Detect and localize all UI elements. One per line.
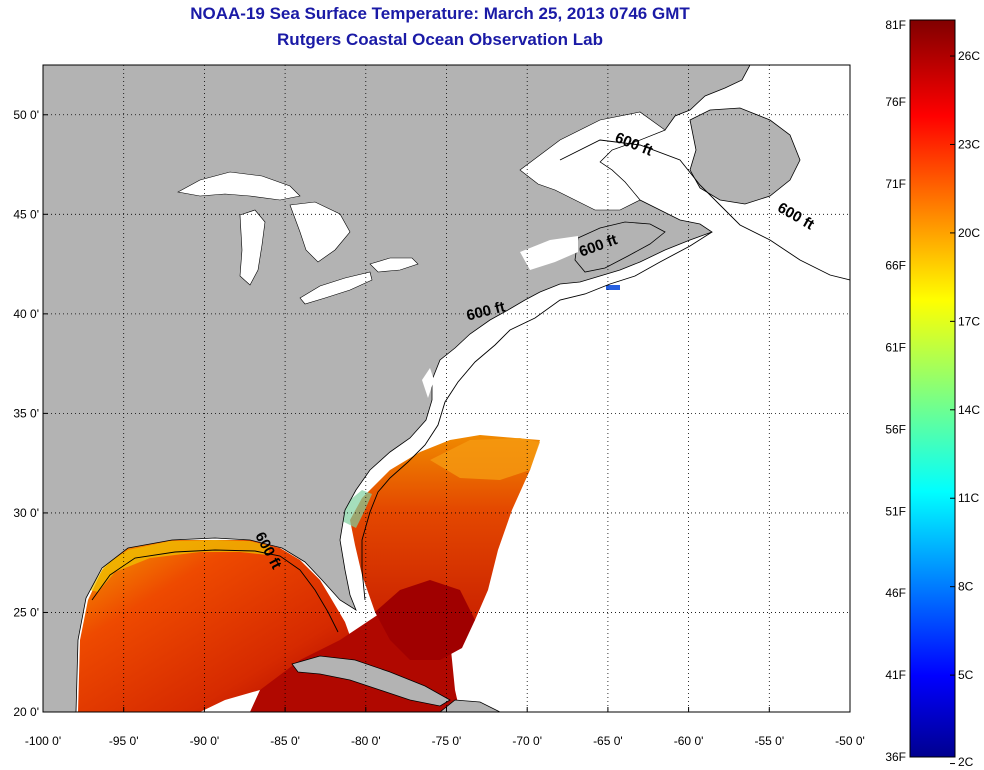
colorbar-c-label: 11C (958, 491, 979, 505)
colorbar-c-label: 14C (958, 403, 980, 417)
land-nova-scotia (574, 221, 666, 273)
lon-tick-label: -90 0' (190, 734, 220, 748)
isobath-600ft-shelf (361, 231, 713, 601)
colorbar-c-label: 17C (958, 314, 980, 328)
lat-tick-label: 25 0' (13, 605, 39, 619)
lon-tick-label: -75 0' (432, 734, 462, 748)
lon-tick-label: -55 0' (754, 734, 784, 748)
lon-tick-label: -60 0' (674, 734, 704, 748)
isobath-600ft-north (559, 139, 850, 281)
lake-erie (299, 271, 373, 305)
colorbar-c-label: 23C (958, 137, 980, 151)
lake-michigan (239, 209, 266, 286)
lat-tick-label: 40 0' (13, 307, 39, 321)
sst-nova-scotia-cold (606, 285, 620, 290)
map-subtitle: Rutgers Coastal Ocean Observation Lab (277, 30, 603, 49)
lake-superior (177, 171, 301, 201)
colorbar-f-label: 36F (885, 750, 906, 764)
colorbar-f-label: 61F (885, 341, 906, 355)
lat-tick-label: 20 0' (13, 705, 39, 719)
colorbar-gradient (909, 19, 956, 758)
sst-cold-shelf (340, 490, 372, 528)
colorbar-labels: 81F 76F 71F 66F 61F 56F 51F 46F 41F 36F 26C 23C 20C 1… (885, 18, 980, 769)
lon-tick-label: -65 0' (593, 734, 623, 748)
lat-tick-label: 30 0' (13, 506, 39, 520)
water-gulf-of-st-lawrence (519, 111, 666, 211)
sst-gulf-yellow-margin (90, 540, 270, 592)
colorbar-f-label: 76F (885, 95, 906, 109)
lon-tick-label: -70 0' (512, 734, 542, 748)
lon-tick-label: -80 0' (351, 734, 381, 748)
lake-ontario (369, 257, 419, 273)
colorbar-f-label: 46F (885, 586, 906, 600)
colorbar-f-label: 66F (885, 259, 906, 273)
colorbar-f-label: 51F (885, 504, 906, 518)
map-grid (43, 65, 850, 712)
land-newfoundland (689, 107, 801, 205)
lat-tick-label: 45 0' (13, 207, 39, 221)
sst-gulfstream-orange (430, 438, 540, 480)
water-chesapeake (422, 368, 434, 398)
colorbar-c-label: 5C (958, 668, 974, 682)
lon-tick-label: -85 0' (270, 734, 300, 748)
land-cuba (291, 655, 451, 707)
lon-tick-label: -50 0' (835, 734, 865, 748)
colorbar-c-label: 2C (958, 755, 974, 769)
lon-tick-label: -95 0' (109, 734, 139, 748)
colorbar-c-label: 20C (958, 226, 980, 240)
map-axes: -100 0' -95 0' -90 0' -85 0' -80 0' -75 0' -70… (13, 108, 864, 748)
lake-huron (289, 201, 351, 263)
lat-tick-label: 50 0' (13, 108, 39, 122)
colorbar-f-label: 41F (885, 668, 906, 682)
sst-bahamas-dark (375, 580, 475, 660)
colorbar-f-label: 71F (885, 177, 906, 191)
land-hispaniola (439, 699, 501, 712)
lon-tick-label: -100 0' (25, 734, 61, 748)
sst-gulf-of-mexico (78, 540, 355, 712)
water-bay-of-fundy (520, 236, 578, 270)
lat-tick-label: 35 0' (13, 406, 39, 420)
colorbar-c-label: 26C (958, 49, 980, 63)
isobath-600ft-gulf (91, 549, 339, 633)
colorbar-f-label: 56F (885, 422, 906, 436)
map-title: NOAA-19 Sea Surface Temperature: March 2… (190, 4, 690, 23)
colorbar-c-label: 8C (958, 580, 974, 594)
colorbar-f-label: 81F (885, 18, 906, 32)
